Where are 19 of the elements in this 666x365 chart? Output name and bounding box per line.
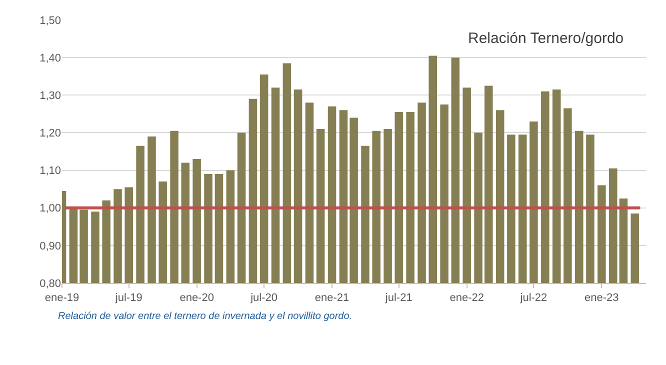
x-tick-label: jul-20 xyxy=(250,292,278,304)
x-tick-label: ene-19 xyxy=(44,292,80,304)
x-tick-label: ene-20 xyxy=(180,292,214,304)
y-tick-label: 1,20 xyxy=(40,128,61,140)
y-tick-label: 1,50 xyxy=(40,14,61,27)
y-tick-label: 1,30 xyxy=(40,90,61,102)
y-tick-label: 1,00 xyxy=(40,202,61,215)
x-tick-label: ene-23 xyxy=(584,292,619,304)
x-tick-label: jul-22 xyxy=(519,292,548,304)
x-tick-label: jul-21 xyxy=(384,292,412,304)
y-tick-label: 0,90 xyxy=(40,240,61,252)
y-tick-label: 0,80 xyxy=(40,278,61,290)
x-tick-label: ene-21 xyxy=(314,292,350,304)
x-tick-label: jul-19 xyxy=(114,292,142,304)
y-tick-label: 1,10 xyxy=(40,165,61,178)
x-tick-label: ene-22 xyxy=(450,292,484,304)
text: Relación de valor entre el ternero de invernada y el novillito gordo. xyxy=(58,311,352,322)
text: Relación Ternero/gordo xyxy=(468,30,624,47)
y-tick-label: 1,40 xyxy=(40,52,61,64)
